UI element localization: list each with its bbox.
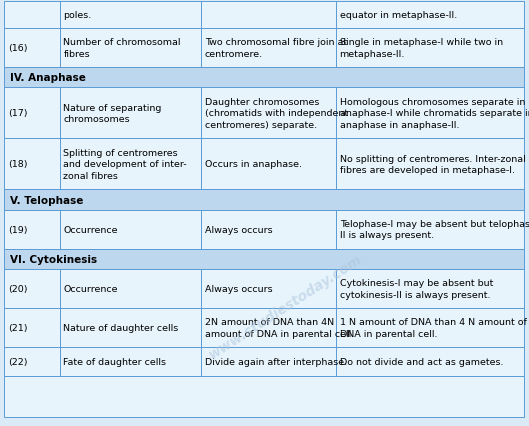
Text: Daughter chromosomes
(chromatids with independent
centromeres) separate.: Daughter chromosomes (chromatids with in… [205,98,348,130]
Bar [4,88,60,139]
Bar [201,88,336,139]
Bar [60,139,201,190]
Bar [336,308,524,347]
Bar [4,270,60,308]
Text: Homologous chromosomes separate in
anaphase-I while chromatids separate in
anaph: Homologous chromosomes separate in anaph… [340,98,529,130]
Bar [60,308,201,347]
Bar [201,210,336,249]
Bar [4,308,60,347]
Text: (17): (17) [8,109,28,118]
Bar [4,190,524,210]
Text: (20): (20) [8,285,28,294]
Text: 2N amount of DNA than 4N
amount of DNA in parental cell.: 2N amount of DNA than 4N amount of DNA i… [205,317,354,338]
Text: www.studiestoday.com: www.studiestoday.com [206,252,365,362]
Text: No splitting of centromeres. Inter-zonal
fibres are developed in metaphase-I.: No splitting of centromeres. Inter-zonal… [340,154,525,175]
Bar [4,139,60,190]
Text: Do not divide and act as gametes.: Do not divide and act as gametes. [340,357,503,366]
Text: Divide again after interphase.: Divide again after interphase. [205,357,347,366]
Bar [201,29,336,68]
Text: Occurs in anaphase.: Occurs in anaphase. [205,160,302,169]
Text: Single in metaphase-I while two in
metaphase-II.: Single in metaphase-I while two in metap… [340,38,503,58]
Text: Two chromosomal fibre join at
centromere.: Two chromosomal fibre join at centromere… [205,38,347,58]
Bar [336,270,524,308]
Text: V. Telophase: V. Telophase [10,195,83,205]
Text: Always occurs: Always occurs [205,285,272,294]
Bar [60,29,201,68]
Bar [201,308,336,347]
Text: (16): (16) [8,44,28,53]
Text: 1 N amount of DNA than 4 N amount of
DNA in parental cell.: 1 N amount of DNA than 4 N amount of DNA… [340,317,526,338]
Text: (19): (19) [8,225,28,234]
Text: Nature of separating
chromosomes: Nature of separating chromosomes [63,103,162,124]
Bar [4,68,524,88]
Text: Always occurs: Always occurs [205,225,272,234]
Text: IV. Anaphase: IV. Anaphase [10,73,85,83]
Bar [201,2,336,29]
Text: Nature of daughter cells: Nature of daughter cells [63,323,179,332]
Text: poles.: poles. [63,11,92,20]
Bar [60,270,201,308]
Bar [336,347,524,376]
Text: Number of chromosomal
fibres: Number of chromosomal fibres [63,38,181,58]
Text: Occurrence: Occurrence [63,225,118,234]
Text: Fate of daughter cells: Fate of daughter cells [63,357,167,366]
Bar [336,2,524,29]
Text: (18): (18) [8,160,28,169]
Bar [60,2,201,29]
Text: (22): (22) [8,357,28,366]
Bar [4,29,60,68]
Bar [336,139,524,190]
Bar [60,210,201,249]
Bar [60,88,201,139]
Text: VI. Cytokinesis: VI. Cytokinesis [10,254,97,264]
Text: Splitting of centromeres
and development of inter-
zonal fibres: Splitting of centromeres and development… [63,149,187,180]
Text: equator in metaphase-II.: equator in metaphase-II. [340,11,457,20]
Text: Telophase-I may be absent but telophase-
II is always present.: Telophase-I may be absent but telophase-… [340,219,529,240]
Bar [4,2,60,29]
Bar [201,270,336,308]
Bar [4,347,60,376]
Bar [201,139,336,190]
Bar [4,376,524,417]
Bar [60,347,201,376]
Bar [4,210,60,249]
Bar [336,29,524,68]
Bar [201,347,336,376]
Bar [4,249,524,270]
Bar [336,88,524,139]
Text: Cytokinesis-I may be absent but
cytokinesis-II is always present.: Cytokinesis-I may be absent but cytokine… [340,279,493,299]
Text: Occurrence: Occurrence [63,285,118,294]
Bar [336,210,524,249]
Text: (21): (21) [8,323,28,332]
